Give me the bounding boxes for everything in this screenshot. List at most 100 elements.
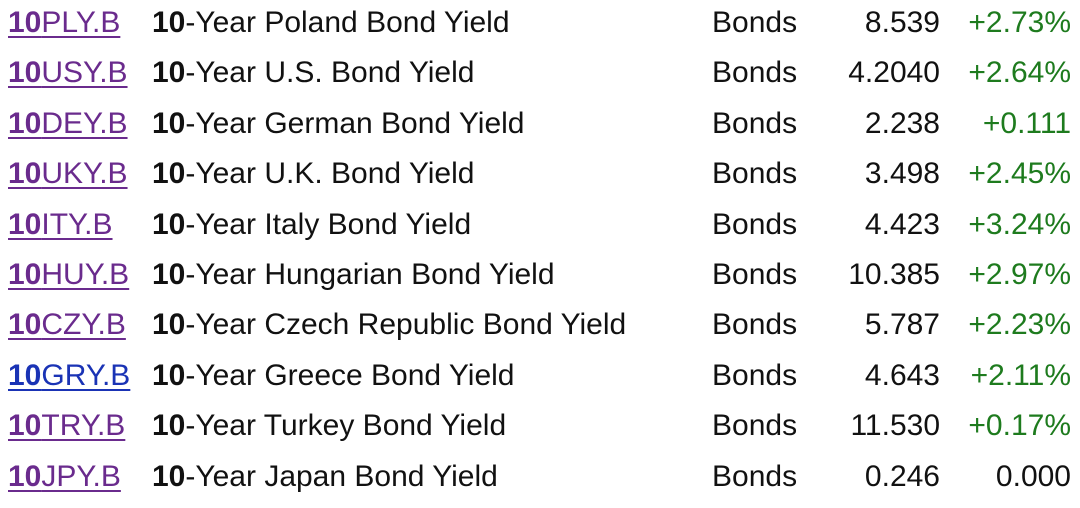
price-change: +3.24% [968, 207, 1071, 241]
last-price: 10.385 [848, 257, 940, 291]
asset-type: Bonds [712, 409, 798, 443]
price-change: +2.64% [968, 56, 1071, 90]
last-price: 2.238 [864, 106, 940, 140]
name-prefix: 10 [152, 358, 186, 392]
asset-type: Bonds [712, 6, 798, 39]
symbol-code: USY.B [41, 56, 128, 90]
instrument-name: 10-Year Hungarian Bond Yield [152, 250, 555, 300]
price-change: +2.97% [968, 257, 1071, 291]
instrument-name: 10-Year German Bond Yield [152, 99, 524, 149]
symbol-link[interactable]: 10ITY.B [8, 200, 113, 250]
table-row: 10TRY.B 10-Year Turkey Bond Yield Bonds 11.… [0, 401, 1080, 451]
table-row: 10CZY.B 10-Year Czech Republic Bond Yield… [0, 300, 1080, 350]
last-price: 4.423 [864, 207, 940, 241]
name-prefix: 10 [152, 459, 186, 493]
symbol-prefix: 10 [8, 6, 42, 39]
name-prefix: 10 [152, 106, 186, 140]
symbol-code: GRY.B [41, 358, 131, 392]
symbol-prefix: 10 [8, 358, 42, 392]
symbol-code: TRY.B [41, 409, 126, 443]
table-row: 10HUY.B 10-Year Hungarian Bond Yield Bonds… [0, 250, 1080, 300]
symbol-link[interactable]: 10TRY.B [8, 401, 125, 451]
symbol-code: ITY.B [41, 207, 113, 241]
symbol-link[interactable]: 10HUY.B [8, 250, 129, 300]
last-price: 11.530 [850, 409, 940, 443]
table-row: 10GRY.B 10-Year Greece Bond Yield Bonds 4.6… [0, 351, 1080, 401]
instrument-name: 10-Year Turkey Bond Yield [152, 401, 506, 451]
symbol-code: DEY.B [41, 106, 128, 140]
instrument-name: 10-Year Italy Bond Yield [152, 200, 471, 250]
asset-type: Bonds [712, 257, 798, 291]
price-change: +0.111 [982, 106, 1071, 140]
symbol-code: JPY.B [41, 459, 121, 493]
instrument-name: 10-Year U.K. Bond Yield [152, 149, 474, 199]
name-text: -Year Italy Bond Yield [185, 207, 472, 241]
name-prefix: 10 [152, 409, 186, 443]
table-row: 10ITY.B 10-Year Italy Bond Yield Bonds 4.42… [0, 200, 1080, 250]
last-price: 8.539 [864, 6, 940, 39]
name-text: -Year Hungarian Bond Yield [185, 257, 555, 291]
last-price: 4.2040 [848, 56, 940, 90]
symbol-link[interactable]: 10CZY.B [8, 300, 126, 350]
price-change: +2.11% [970, 358, 1071, 392]
name-prefix: 10 [152, 257, 186, 291]
name-text: -Year U.S. Bond Yield [185, 56, 475, 90]
symbol-code: PLY.B [41, 6, 121, 39]
symbol-prefix: 10 [8, 56, 42, 90]
name-text: -Year Czech Republic Bond Yield [185, 308, 627, 342]
symbol-code: UKY.B [41, 157, 128, 191]
name-prefix: 10 [152, 6, 186, 39]
name-text: -Year U.K. Bond Yield [185, 157, 475, 191]
asset-type: Bonds [712, 459, 798, 493]
symbol-prefix: 10 [8, 308, 42, 342]
asset-type: Bonds [712, 106, 798, 140]
name-text: -Year German Bond Yield [185, 106, 525, 140]
last-price: 3.498 [864, 157, 940, 191]
table-row: 10USY.B 10-Year U.S. Bond Yield Bonds 4.204… [0, 48, 1080, 98]
instrument-name: 10-Year Poland Bond Yield [152, 0, 510, 48]
name-text: -Year Turkey Bond Yield [185, 409, 507, 443]
symbol-prefix: 10 [8, 207, 42, 241]
price-change: +0.17% [968, 409, 1071, 443]
asset-type: Bonds [712, 157, 798, 191]
symbol-code: HUY.B [41, 257, 130, 291]
table-row: 10DEY.B 10-Year German Bond Yield Bonds 2.2… [0, 99, 1080, 149]
asset-type: Bonds [712, 308, 798, 342]
instrument-name: 10-Year Czech Republic Bond Yield [152, 300, 626, 350]
name-prefix: 10 [152, 207, 186, 241]
table-row: 10PLY.B 10-Year Poland Bond Yield Bonds 8.5… [0, 0, 1080, 48]
last-price: 0.246 [864, 459, 940, 493]
symbol-prefix: 10 [8, 157, 42, 191]
symbol-link[interactable]: 10DEY.B [8, 99, 128, 149]
symbol-link[interactable]: 10GRY.B [8, 351, 130, 401]
symbol-prefix: 10 [8, 459, 42, 493]
symbol-link[interactable]: 10UKY.B [8, 149, 128, 199]
symbol-prefix: 10 [8, 257, 42, 291]
price-change: +2.23% [968, 308, 1071, 342]
table-row: 10UKY.B 10-Year U.K. Bond Yield Bonds 3.498… [0, 149, 1080, 199]
symbol-link[interactable]: 10USY.B [8, 48, 128, 98]
name-text: -Year Poland Bond Yield [185, 6, 510, 39]
symbol-prefix: 10 [8, 409, 42, 443]
name-prefix: 10 [152, 157, 186, 191]
symbol-link[interactable]: 10PLY.B [8, 0, 120, 48]
symbol-link[interactable]: 10JPY.B [8, 452, 121, 502]
price-change: +2.45% [968, 157, 1071, 191]
instrument-name: 10-Year Japan Bond Yield [152, 452, 498, 502]
name-text: -Year Japan Bond Yield [185, 459, 498, 493]
name-text: -Year Greece Bond Yield [185, 358, 515, 392]
symbol-prefix: 10 [8, 106, 42, 140]
instrument-name: 10-Year U.S. Bond Yield [152, 48, 474, 98]
symbol-code: CZY.B [41, 308, 126, 342]
last-price: 5.787 [864, 308, 940, 342]
instrument-name: 10-Year Greece Bond Yield [152, 351, 514, 401]
price-change: 0.000 [995, 459, 1071, 493]
table-row: 10JPY.B 10-Year Japan Bond Yield Bonds 0.24… [0, 452, 1080, 502]
asset-type: Bonds [712, 56, 798, 90]
last-price: 4.643 [864, 358, 940, 392]
asset-type: Bonds [712, 358, 798, 392]
name-prefix: 10 [152, 56, 186, 90]
price-change: +2.73% [968, 6, 1071, 39]
asset-type: Bonds [712, 207, 798, 241]
